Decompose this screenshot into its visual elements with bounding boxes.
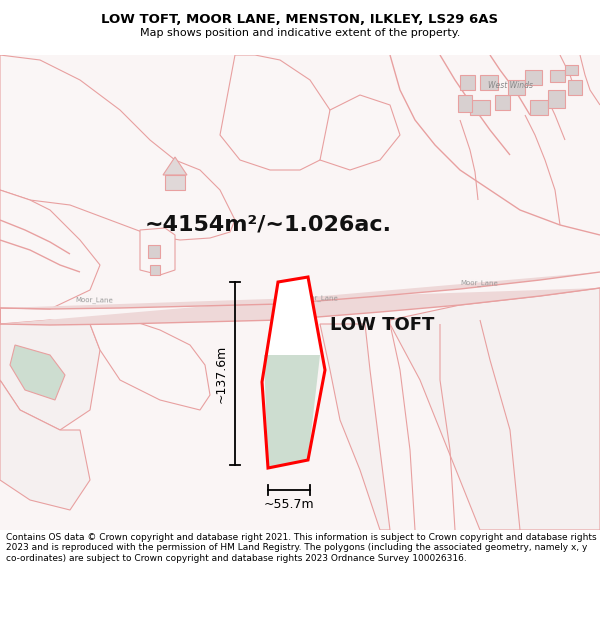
Polygon shape — [163, 157, 187, 175]
Polygon shape — [320, 324, 390, 530]
Polygon shape — [458, 95, 472, 112]
Polygon shape — [525, 70, 542, 85]
Text: ~137.6m: ~137.6m — [215, 344, 228, 402]
Text: Moor_Lane: Moor_Lane — [75, 297, 113, 304]
Polygon shape — [0, 308, 100, 430]
Polygon shape — [390, 288, 600, 530]
Polygon shape — [140, 228, 175, 275]
Polygon shape — [568, 80, 582, 95]
Polygon shape — [470, 100, 490, 115]
Polygon shape — [0, 55, 600, 530]
Polygon shape — [508, 80, 525, 95]
Polygon shape — [165, 175, 185, 190]
Polygon shape — [495, 95, 510, 110]
Polygon shape — [150, 265, 160, 275]
Polygon shape — [480, 75, 498, 90]
Polygon shape — [548, 90, 565, 108]
Text: ~4154m²/~1.026ac.: ~4154m²/~1.026ac. — [145, 215, 392, 235]
Polygon shape — [0, 55, 235, 240]
Polygon shape — [90, 316, 210, 410]
Text: Moor_Lane: Moor_Lane — [460, 279, 498, 287]
Polygon shape — [565, 65, 578, 75]
Text: LOW TOFT: LOW TOFT — [330, 316, 434, 334]
Text: Map shows position and indicative extent of the property.: Map shows position and indicative extent… — [140, 28, 460, 38]
Text: ~55.7m: ~55.7m — [263, 498, 314, 511]
Polygon shape — [460, 75, 475, 90]
Polygon shape — [530, 100, 548, 115]
Polygon shape — [264, 355, 320, 468]
Polygon shape — [148, 245, 160, 258]
Text: LOW TOFT, MOOR LANE, MENSTON, ILKLEY, LS29 6AS: LOW TOFT, MOOR LANE, MENSTON, ILKLEY, LS… — [101, 13, 499, 26]
Polygon shape — [550, 70, 565, 82]
Polygon shape — [264, 277, 320, 355]
Text: Moor_Lane: Moor_Lane — [300, 294, 338, 302]
Polygon shape — [320, 95, 400, 170]
Text: West Winds: West Winds — [487, 81, 533, 89]
Polygon shape — [220, 55, 335, 170]
Polygon shape — [10, 345, 65, 400]
Text: Contains OS data © Crown copyright and database right 2021. This information is : Contains OS data © Crown copyright and d… — [6, 533, 596, 563]
Polygon shape — [0, 380, 90, 510]
Polygon shape — [0, 190, 100, 309]
Polygon shape — [0, 272, 600, 325]
